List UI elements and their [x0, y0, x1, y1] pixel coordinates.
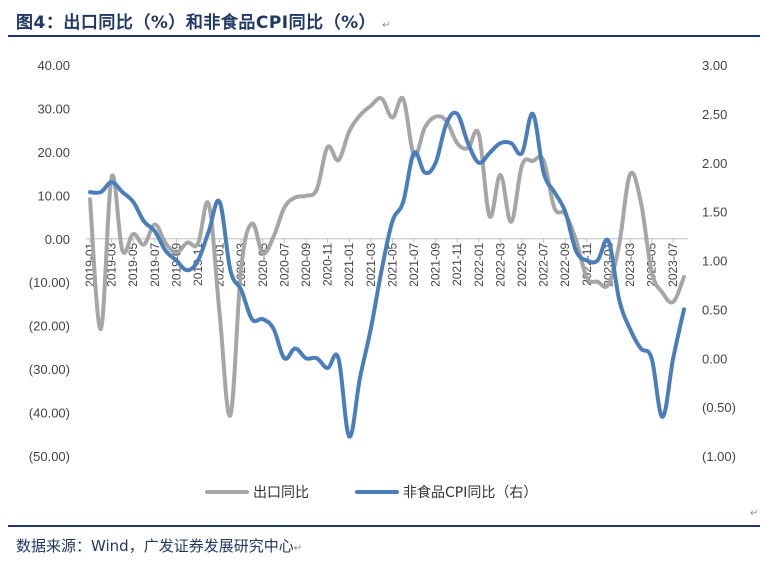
y-left-tick-label: (30.00) — [29, 362, 70, 377]
source-text: 数据来源：Wind，广发证券发展研究中心 — [16, 537, 294, 555]
series-line-nonfood-cpi — [88, 110, 686, 439]
x-tick-label: 2019-07 — [148, 242, 162, 286]
y-left-tick-label: 30.00 — [37, 101, 70, 116]
y-right-tick-label: 0.00 — [702, 351, 727, 366]
y-right-tick-label: 1.50 — [702, 205, 727, 220]
x-tick-label: 2022-09 — [558, 242, 572, 286]
x-tick-label: 2020-11 — [321, 242, 335, 285]
y-right-axis: 3.00 2.50 2.00 1.50 1.00 0.50 0.00 (0.50) (1.00) — [702, 58, 736, 464]
x-tick-label: 2021-07 — [407, 242, 421, 286]
legend: 出口同比 非食品CPI同比（右） — [205, 484, 537, 501]
x-tick-label: 2021-09 — [429, 242, 443, 286]
y-left-tick-label: (50.00) — [29, 449, 70, 464]
x-tick-label: 2023-07 — [666, 242, 680, 286]
y-left-tick-label: (10.00) — [29, 275, 70, 290]
source-note: 数据来源：Wind，广发证券发展研究中心↵ — [16, 535, 302, 556]
y-right-tick-label: 0.50 — [702, 302, 727, 317]
series-line-export — [88, 95, 686, 418]
x-tick-label: 2023-03 — [623, 242, 637, 286]
series-group — [88, 95, 686, 439]
y-right-tick-label: (1.00) — [702, 449, 736, 464]
y-left-axis: 40.00 30.00 20.00 10.00 0.00 (10.00) (20.00) (3… — [29, 58, 70, 464]
y-left-tick-label: 10.00 — [37, 188, 70, 203]
y-right-tick-label: 3.00 — [702, 58, 727, 73]
y-left-tick-label: (20.00) — [29, 319, 70, 334]
source-paragraph-mark: ↵ — [293, 543, 303, 554]
y-left-tick-label: 40.00 — [37, 58, 70, 73]
title-text: 图4：出口同比（%）和非食品CPI同比（%） — [16, 13, 377, 33]
corner-paragraph-mark: ↵ — [750, 508, 759, 519]
y-right-tick-label: 1.00 — [702, 254, 727, 269]
x-tick-label: 2022-11 — [580, 242, 594, 285]
y-right-tick-label: (0.50) — [702, 400, 736, 415]
x-tick-label: 2022-01 — [472, 242, 486, 286]
x-tick-label: 2019-05 — [126, 242, 140, 286]
y-left-tick-label: 20.00 — [37, 145, 70, 160]
legend-label: 非食品CPI同比（右） — [403, 484, 537, 501]
x-tick-label: 2021-03 — [364, 242, 378, 286]
x-tick-label: 2021-01 — [342, 242, 356, 286]
y-right-tick-label: 2.00 — [702, 156, 727, 171]
bottom-rule — [8, 525, 760, 527]
paragraph-mark: ↵ — [382, 20, 392, 31]
x-tick-label: 2022-03 — [493, 242, 507, 286]
x-tick-label: 2021-11 — [450, 242, 464, 285]
x-tick-label: 2021-05 — [385, 242, 399, 286]
y-left-tick-label: 0.00 — [45, 232, 70, 247]
y-right-tick-label: 2.50 — [702, 107, 727, 122]
x-tick-label: 2022-07 — [537, 242, 551, 286]
chart-title: 图4：出口同比（%）和非食品CPI同比（%） ↵ — [16, 8, 391, 33]
x-tick-label: 2020-09 — [299, 242, 313, 286]
x-tick-label: 2020-07 — [277, 242, 291, 286]
legend-label: 出口同比 — [253, 485, 309, 501]
y-left-tick-label: (40.00) — [29, 406, 70, 421]
x-tick-label: 2022-05 — [515, 242, 529, 286]
top-rule — [8, 35, 760, 37]
